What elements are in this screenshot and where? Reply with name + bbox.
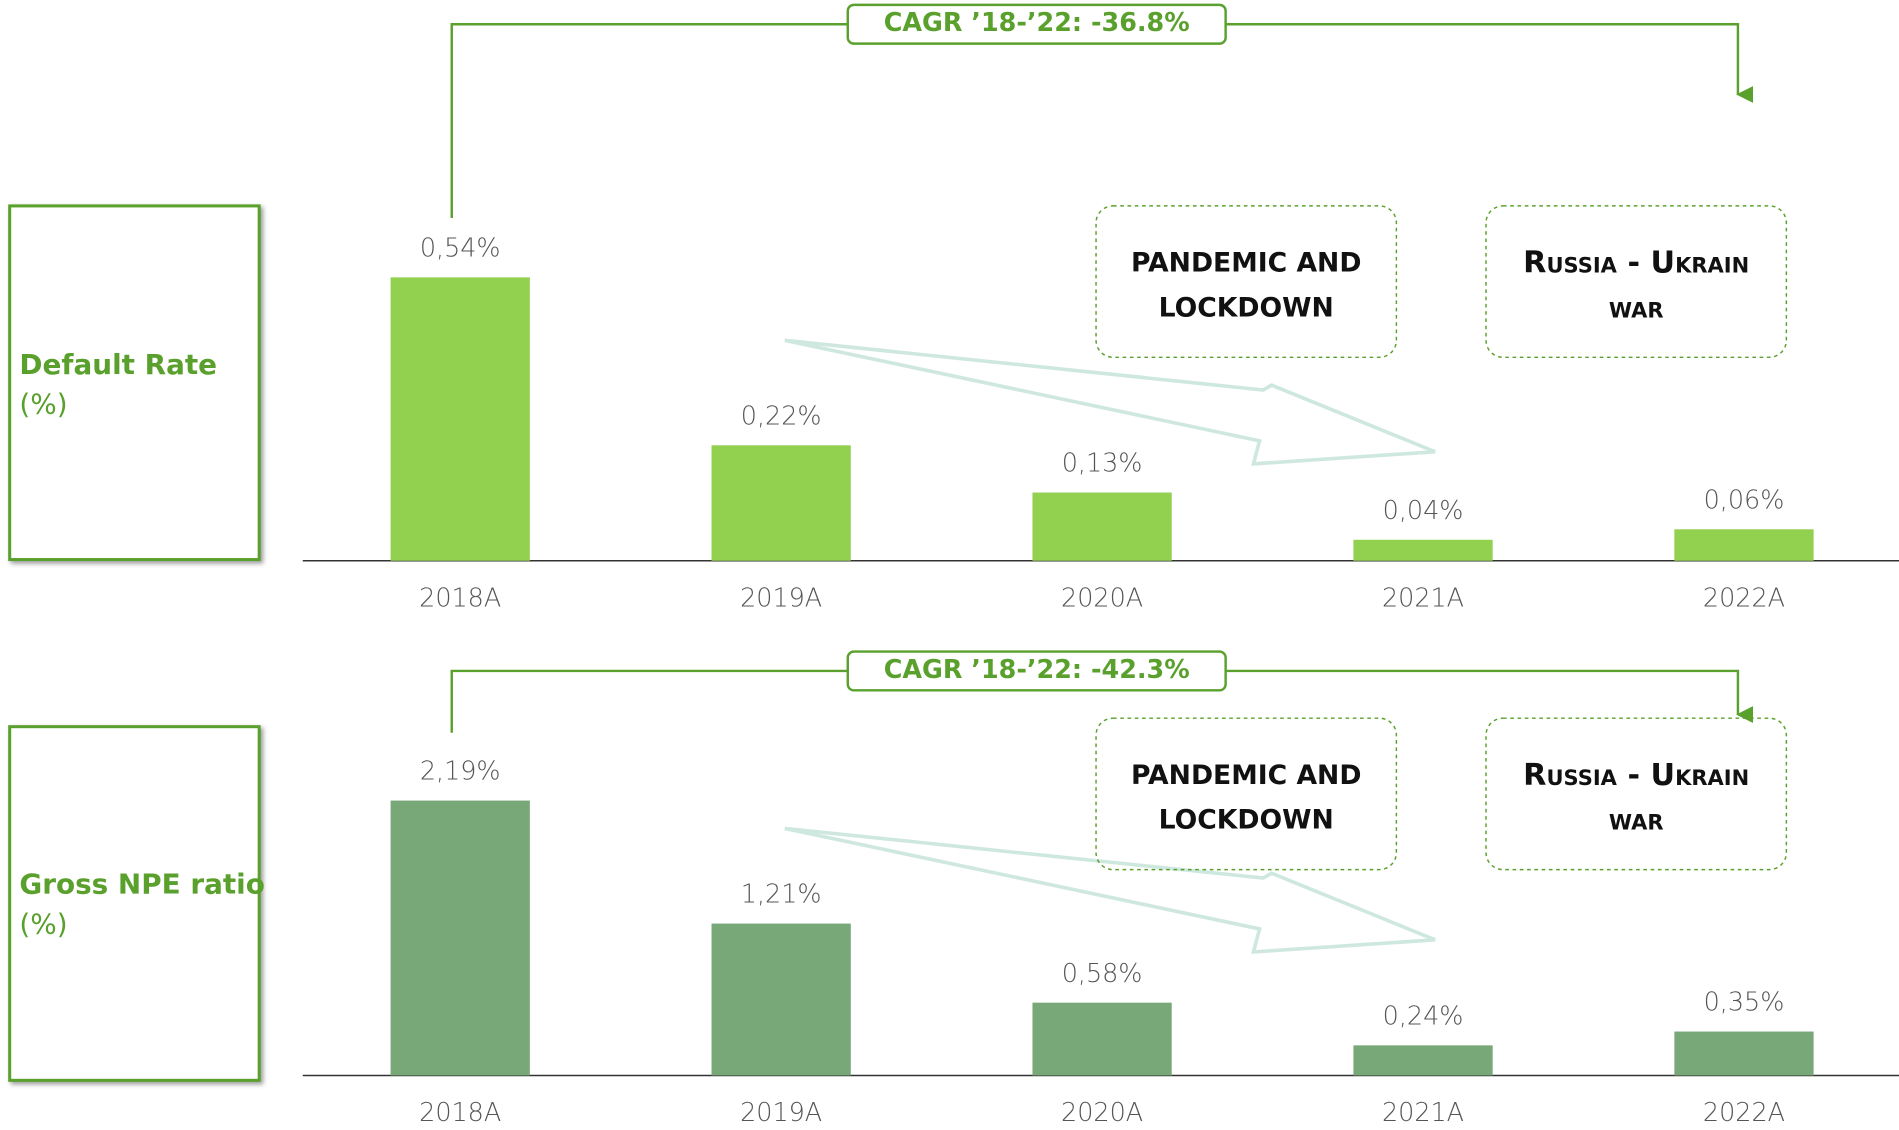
- trend-arrow: [784, 826, 1436, 954]
- x-tick-label: 2021A: [1382, 1097, 1464, 1127]
- cagr-line: [450, 23, 848, 219]
- event-label: war: [1609, 803, 1664, 838]
- value-label: 0,22%: [741, 400, 822, 430]
- event-label: PANDEMIC AND: [1131, 760, 1361, 791]
- x-tick-label: 2018A: [419, 1097, 501, 1127]
- side-label: Gross NPE ratio: [19, 867, 264, 900]
- bar: [711, 923, 851, 1076]
- value-label: 0,24%: [1383, 1000, 1464, 1030]
- bar: [1674, 1031, 1814, 1076]
- value-label: 0,04%: [1383, 495, 1464, 525]
- event-label: war: [1609, 290, 1664, 325]
- event-label: Russia - Ukrain: [1523, 758, 1749, 793]
- trend-arrow: [784, 338, 1436, 466]
- value-label: 0,54%: [420, 233, 501, 263]
- event-box: [1485, 717, 1788, 871]
- cagr-label: CAGR ’18-’22: -42.3%: [884, 654, 1190, 684]
- side-box: [8, 725, 261, 1082]
- value-label: 0,58%: [1062, 958, 1143, 988]
- side-box: [8, 204, 261, 562]
- side-label: Default Rate: [19, 348, 217, 381]
- x-tick-label: 2020A: [1061, 1097, 1143, 1127]
- event-label: PANDEMIC AND: [1131, 248, 1361, 279]
- bar: [1032, 1002, 1172, 1076]
- bar: [1032, 492, 1172, 561]
- side-unit: (%): [19, 388, 67, 421]
- event-label: Russia - Ukrain: [1523, 246, 1749, 281]
- side-unit: (%): [19, 907, 67, 940]
- event-box: [1095, 205, 1398, 359]
- bar: [711, 445, 851, 561]
- value-label: 0,06%: [1704, 484, 1785, 514]
- x-tick-label: 2019A: [740, 583, 822, 613]
- cagr-line: [1225, 23, 1754, 103]
- cagr-line: [450, 669, 848, 733]
- cagr-box: [846, 650, 1227, 692]
- bar: [1674, 529, 1814, 561]
- x-tick-label: 2018A: [419, 583, 501, 613]
- bar: [1353, 1045, 1493, 1076]
- x-tick-label: 2022A: [1703, 1097, 1785, 1127]
- cagr-label: CAGR ’18-’22: -36.8%: [884, 7, 1190, 37]
- x-tick-label: 2021A: [1382, 583, 1464, 613]
- bar: [1353, 539, 1493, 561]
- value-label: 1,21%: [741, 879, 822, 909]
- event-box: [1095, 717, 1398, 871]
- x-tick-label: 2020A: [1061, 583, 1143, 613]
- event-box: [1485, 205, 1788, 359]
- event-label: LOCKDOWN: [1159, 292, 1334, 323]
- value-label: 2,19%: [420, 756, 501, 786]
- cagr-box: [846, 3, 1227, 45]
- bar: [390, 800, 530, 1076]
- cagr-line: [1225, 669, 1754, 724]
- bar: [390, 277, 530, 561]
- x-tick-label: 2022A: [1703, 583, 1785, 613]
- event-label: LOCKDOWN: [1159, 805, 1334, 836]
- value-label: 0,35%: [1704, 987, 1785, 1017]
- x-tick-label: 2019A: [740, 1097, 822, 1127]
- value-label: 0,13%: [1062, 448, 1143, 478]
